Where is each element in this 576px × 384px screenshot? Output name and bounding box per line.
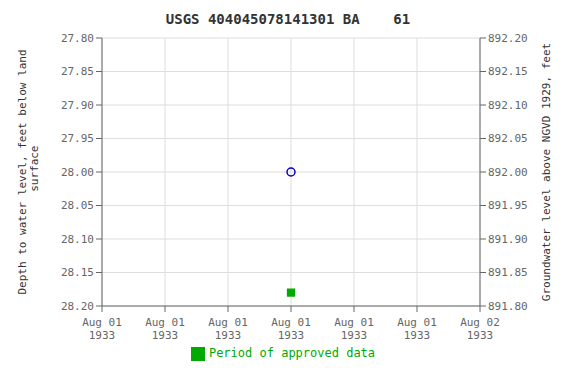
svg-text:Aug 011933: Aug 011933 [334, 316, 374, 342]
svg-text:27.90: 27.90 [61, 99, 94, 112]
html-text:USGS 404045078141301 BA 61: USGS 404045078141301 BA 61 [165, 11, 411, 27]
svg-text:892.00: 892.00 [488, 166, 528, 179]
svg-text:27.85: 27.85 [61, 65, 94, 78]
svg-text:Aug 011933: Aug 011933 [208, 316, 248, 342]
svg-text:Groundwater level above NGVD 1: Groundwater level above NGVD 1929, feet [540, 43, 553, 301]
svg-text:892.15: 892.15 [488, 65, 528, 78]
svg-text:891.80: 891.80 [488, 300, 528, 313]
svg-text:27.95: 27.95 [61, 132, 94, 145]
svg-text:Aug 011933: Aug 011933 [145, 316, 185, 342]
svg-text:891.90: 891.90 [488, 233, 528, 246]
svg-text:892.20: 892.20 [488, 32, 528, 45]
svg-text:Aug 021933: Aug 021933 [460, 316, 500, 342]
svg-text:Aug 011933: Aug 011933 [271, 316, 311, 342]
svg-text:892.10: 892.10 [488, 99, 528, 112]
svg-text:Depth to water level, feet bel: Depth to water level, feet below land su… [16, 49, 41, 294]
svg-text:Aug 011933: Aug 011933 [397, 316, 437, 342]
svg-text:891.85: 891.85 [488, 266, 528, 279]
svg-text:28.15: 28.15 [61, 266, 94, 279]
svg-text:27.80: 27.80 [61, 32, 94, 45]
svg-text:28.10: 28.10 [61, 233, 94, 246]
html-text:Period of approved data: Period of approved data [208, 346, 376, 360]
svg-text:Aug 011933: Aug 011933 [82, 316, 122, 342]
svg-text:28.20: 28.20 [61, 300, 94, 313]
svg-text:891.95: 891.95 [488, 199, 528, 212]
svg-text:28.05: 28.05 [61, 199, 94, 212]
svg-text:28.00: 28.00 [61, 166, 94, 179]
svg-text:892.05: 892.05 [488, 132, 528, 145]
